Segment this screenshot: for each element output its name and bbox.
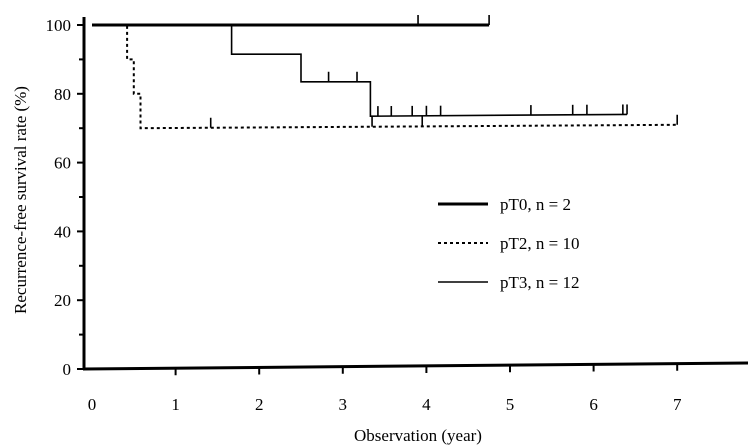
legend-label: pT2, n = 10 bbox=[500, 234, 579, 253]
x-tick-label: 4 bbox=[422, 395, 431, 414]
series-thin-solid bbox=[92, 24, 628, 118]
y-tick-label: 80 bbox=[54, 85, 71, 104]
x-tick-label: 6 bbox=[589, 395, 598, 414]
x-tick-label: 3 bbox=[339, 395, 348, 414]
survival-curve bbox=[92, 24, 678, 130]
x-tick-label: 5 bbox=[506, 395, 515, 414]
y-tick-label: 100 bbox=[46, 16, 72, 35]
y-tick-label: 60 bbox=[54, 154, 71, 173]
series-thick-solid bbox=[92, 15, 490, 27]
y-tick-label: 0 bbox=[63, 360, 72, 379]
axes: 0 20 40 60 80 100 0 1 2 3 4 5 6 7 bbox=[46, 16, 749, 414]
y-tick-label: 20 bbox=[54, 291, 71, 310]
x-axis-line bbox=[82, 361, 749, 371]
series-layer bbox=[92, 15, 679, 130]
legend-label: pT3, n = 12 bbox=[500, 273, 579, 292]
x-tick-label: 1 bbox=[171, 395, 180, 414]
survival-curve bbox=[92, 24, 628, 118]
x-tick-label: 0 bbox=[88, 395, 97, 414]
x-axis-title: Observation (year) bbox=[354, 426, 482, 445]
legend: pT0, n = 2 pT2, n = 10 pT3, n = 12 bbox=[438, 195, 579, 292]
x-tick-label: 7 bbox=[673, 395, 682, 414]
y-tick-label: 40 bbox=[54, 222, 71, 241]
x-tick-label: 2 bbox=[255, 395, 264, 414]
series-dotted bbox=[92, 24, 679, 130]
legend-label: pT0, n = 2 bbox=[500, 195, 571, 214]
y-axis-title: Recurrence-free survival rate (%) bbox=[11, 86, 30, 314]
